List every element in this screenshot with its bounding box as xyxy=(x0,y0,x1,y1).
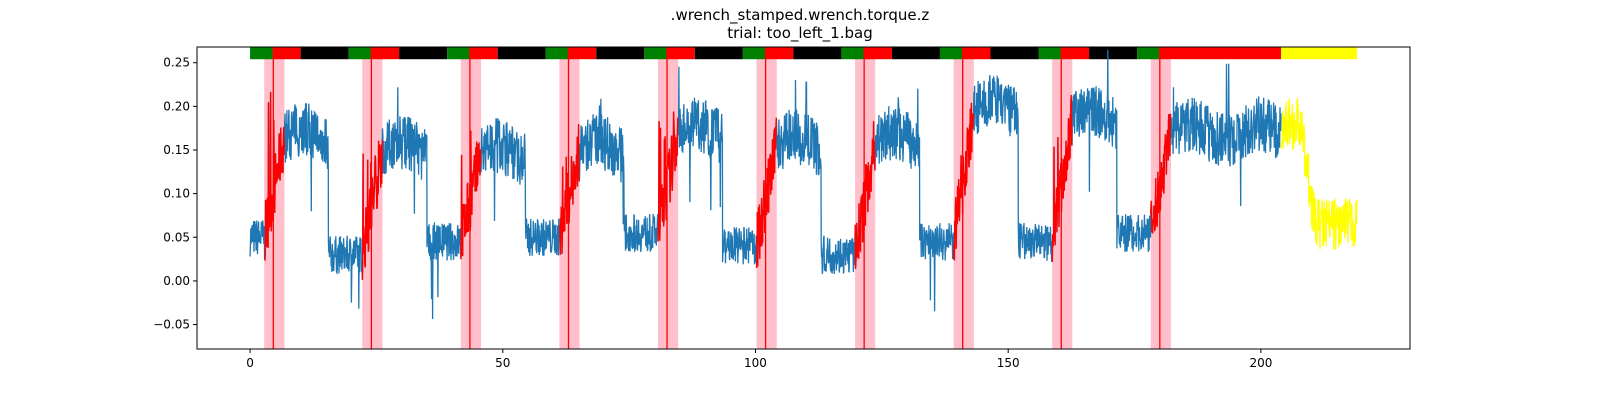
status-segment-28 xyxy=(1137,47,1160,60)
status-segment-10 xyxy=(545,47,569,60)
status-segment-12 xyxy=(596,47,645,60)
x-axis: 0 50 100 150 200 xyxy=(246,349,1272,370)
status-bar xyxy=(250,47,1357,60)
chart-subtitle: trial: too_left_1.bag xyxy=(727,24,873,42)
status-segment-21 xyxy=(891,47,940,60)
status-segment-2 xyxy=(272,47,301,60)
highlight-segment-8 xyxy=(953,102,975,261)
status-segment-16 xyxy=(742,47,766,60)
x-tick-label: 0 xyxy=(246,356,254,370)
highlight-segment-9 xyxy=(1051,94,1073,262)
status-segment-25 xyxy=(1038,47,1062,60)
plot-frame xyxy=(196,46,1411,350)
y-axis: −0.05 0.00 0.05 0.10 0.15 0.20 0.25 xyxy=(153,56,197,332)
status-segment-23 xyxy=(962,47,991,60)
status-segment-6 xyxy=(399,47,448,60)
status-segment-30 xyxy=(1281,47,1357,60)
status-segment-19 xyxy=(841,47,865,60)
status-segment-7 xyxy=(447,47,470,60)
status-segment-22 xyxy=(939,47,963,60)
highlight-segment-1 xyxy=(264,91,286,262)
status-segment-18 xyxy=(793,47,842,60)
y-tick-label: −0.05 xyxy=(153,318,190,332)
x-tick-label: 200 xyxy=(1249,356,1272,370)
chart-title: .wrench_stamped.wrench.torque.z xyxy=(670,6,930,24)
highlight-bands xyxy=(264,47,1171,349)
status-segment-14 xyxy=(667,47,695,60)
status-segment-13 xyxy=(644,47,668,60)
status-segment-20 xyxy=(864,47,892,60)
y-tick-label: 0.05 xyxy=(163,230,190,244)
status-segment-24 xyxy=(990,47,1039,60)
highlight-segment-2 xyxy=(361,139,383,280)
x-tick-label: 100 xyxy=(744,356,767,370)
tail-series xyxy=(1280,97,1358,250)
y-tick-label: 0.15 xyxy=(163,143,190,157)
x-tick-label: 50 xyxy=(495,356,510,370)
highlight-segment-5 xyxy=(657,111,679,242)
status-segment-11 xyxy=(568,47,597,60)
y-tick-label: 0.00 xyxy=(163,274,190,288)
status-segment-29 xyxy=(1159,47,1282,60)
status-segment-5 xyxy=(371,47,400,60)
event-lines xyxy=(272,47,1161,349)
x-tick-label: 150 xyxy=(997,356,1020,370)
status-segment-1 xyxy=(250,47,273,60)
y-tick-label: 0.20 xyxy=(163,99,190,113)
status-segment-3 xyxy=(300,47,349,60)
highlight-segment-10 xyxy=(1150,113,1172,234)
y-tick-label: 0.25 xyxy=(163,56,190,70)
highlight-segment-3 xyxy=(460,130,482,260)
status-segment-4 xyxy=(348,47,372,60)
signal-line xyxy=(249,49,1358,320)
status-segment-8 xyxy=(469,47,498,60)
y-tick-label: 0.10 xyxy=(163,187,190,201)
highlight-band-8 xyxy=(953,47,974,349)
highlight-segment-6 xyxy=(755,117,778,269)
highlight-segment-4 xyxy=(558,123,580,255)
highlight-segment-7 xyxy=(854,121,876,269)
status-segment-27 xyxy=(1089,47,1138,60)
status-segment-15 xyxy=(694,47,743,60)
status-segment-9 xyxy=(497,47,546,60)
status-segment-17 xyxy=(765,47,794,60)
status-segment-26 xyxy=(1061,47,1090,60)
